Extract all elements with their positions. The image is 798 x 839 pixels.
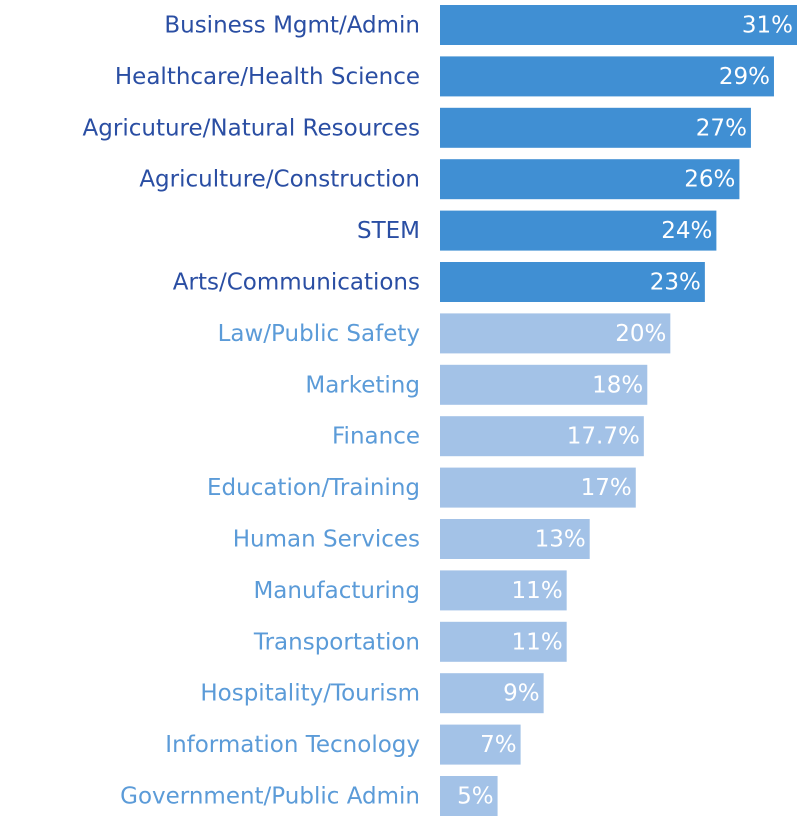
- value-label: 26%: [684, 167, 735, 193]
- category-label: STEM: [357, 218, 420, 244]
- category-label: Agriculture/Construction: [139, 167, 420, 193]
- category-label: Law/Public Safety: [218, 321, 420, 347]
- value-label: 11%: [512, 629, 563, 655]
- category-label: Marketing: [305, 372, 420, 398]
- bar: [440, 159, 740, 200]
- bar: [440, 621, 567, 662]
- category-label: Government/Public Admin: [120, 784, 420, 810]
- value-label: 18%: [592, 372, 643, 398]
- bar: [440, 262, 705, 302]
- category-label: Arts/Communications: [173, 270, 420, 296]
- bar: [440, 570, 567, 611]
- value-label: 13%: [535, 527, 586, 553]
- bar: [440, 210, 717, 251]
- value-label: 24%: [661, 218, 712, 244]
- bar: [440, 364, 648, 405]
- category-label: Business Mgmt/Admin: [164, 13, 420, 39]
- value-label: 23%: [650, 270, 701, 296]
- value-label: 5%: [457, 784, 494, 810]
- category-label: Finance: [332, 424, 420, 450]
- value-label: 11%: [512, 578, 563, 604]
- category-label: Agricuture/Natural Resources: [83, 115, 420, 141]
- value-label: 7%: [480, 732, 517, 758]
- category-label: Transportation: [253, 629, 420, 655]
- category-label: Manufacturing: [253, 578, 420, 604]
- value-label: 9%: [503, 681, 540, 707]
- bar: [440, 519, 590, 559]
- bar: [440, 673, 544, 714]
- value-label: 17.7%: [567, 424, 640, 450]
- bar: [440, 56, 774, 97]
- value-label: 20%: [615, 321, 666, 347]
- bar: [440, 5, 797, 45]
- value-label: 17%: [581, 475, 632, 501]
- bar: [440, 776, 498, 816]
- bar: [440, 416, 644, 457]
- category-label: Education/Training: [207, 475, 420, 501]
- category-label: Healthcare/Health Science: [115, 64, 420, 90]
- bar: [440, 107, 751, 148]
- category-label: Information Tecnology: [165, 732, 420, 758]
- value-label: 27%: [696, 115, 747, 141]
- value-label: 31%: [742, 13, 793, 39]
- value-label: 29%: [719, 64, 770, 90]
- category-label: Hospitality/Tourism: [200, 681, 420, 707]
- bar: [440, 724, 521, 765]
- bar: [440, 467, 636, 508]
- category-label: Human Services: [233, 527, 420, 553]
- bar: [440, 313, 671, 354]
